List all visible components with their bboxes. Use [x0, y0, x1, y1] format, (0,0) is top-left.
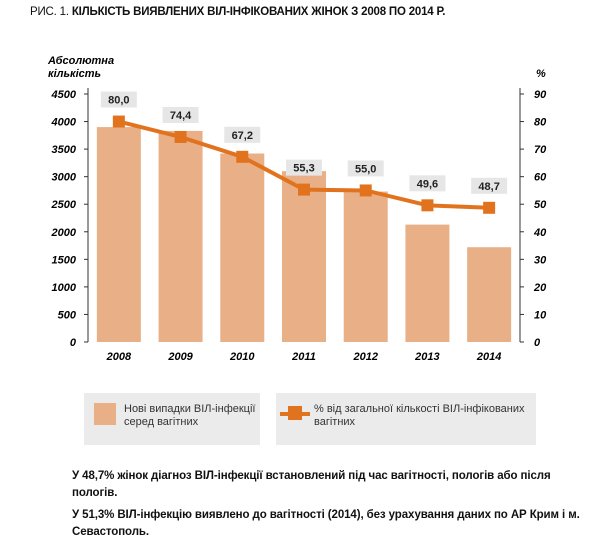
y2-tick-label: 10	[534, 309, 547, 321]
data-label-bg	[162, 106, 199, 123]
line-marker-2009	[174, 130, 187, 143]
y-axis-title-line1: Абсолютна	[47, 55, 114, 67]
data-label-2012: 55,0	[355, 163, 376, 175]
y-tick-label: 500	[58, 309, 77, 321]
line-marker-2014	[483, 201, 496, 214]
legend-line-swatch	[280, 403, 310, 425]
legend-bar-label: Нові випадки ВІЛ-інфекції серед вагітних	[124, 403, 256, 428]
data-label-bg	[100, 91, 137, 108]
y2-tick-label: 30	[534, 254, 547, 266]
note-1: У 48,7% жінок діагноз ВІЛ-інфекції встан…	[72, 470, 551, 499]
x-tick-label: 2008	[106, 351, 132, 363]
data-label-2010: 67,2	[232, 130, 253, 142]
y-axis-title-line2: кількість	[48, 68, 101, 80]
bar-2013	[405, 224, 450, 342]
bar-2014	[467, 247, 512, 342]
y-tick-label: 1000	[52, 282, 77, 294]
y2-tick-label: 20	[533, 282, 547, 294]
legend-bar-swatch	[94, 403, 116, 425]
y2-tick-label: 40	[533, 227, 547, 239]
y-tick-label: 3500	[52, 144, 77, 156]
data-label-bg	[409, 175, 446, 192]
legend-item-line: % від загальної кількості ВІЛ-інфіковани…	[276, 393, 536, 445]
data-label-2014: 48,7	[478, 181, 499, 193]
legend-line-label: % від загальної кількості ВІЛ-інфіковани…	[314, 403, 525, 428]
bar-2009	[158, 130, 203, 342]
figure-title-text: КІЛЬКІСТЬ ВИЯВЛЕНИХ ВІЛ-ІНФІКОВАНИХ ЖІНО…	[71, 6, 446, 18]
note-2: У 51,3% ВІЛ-інфекцію виявлено до вагітно…	[72, 509, 580, 538]
line-marker-2010	[236, 150, 249, 163]
data-label-2009: 74,4	[170, 110, 192, 122]
data-label-2011: 55,3	[293, 163, 314, 175]
line-marker-2012	[359, 184, 372, 197]
line-marker-2008	[112, 115, 125, 128]
data-label-bg	[471, 177, 508, 194]
y2-tick-label: 0	[534, 337, 541, 349]
y-tick-label: 4500	[51, 89, 77, 101]
x-tick-label: 2010	[229, 351, 255, 363]
bar-2012	[343, 191, 388, 342]
bar-2008	[96, 127, 141, 342]
y2-tick-label: 50	[534, 199, 547, 211]
x-tick-label: 2012	[352, 351, 377, 363]
y-tick-label: 2000	[51, 227, 77, 239]
data-label-bg	[347, 160, 384, 177]
y2-tick-label: 90	[534, 89, 547, 101]
data-label-bg	[224, 126, 261, 143]
y-tick-label: 1500	[52, 254, 77, 266]
y-tick-label: 0	[70, 337, 77, 349]
y2-axis-title: %	[536, 68, 546, 80]
y-tick-label: 2500	[51, 199, 77, 211]
bar-2011	[282, 171, 326, 342]
legend-item-bars: Нові випадки ВІЛ-інфекції серед вагітних	[84, 393, 260, 445]
y2-tick-label: 70	[534, 144, 547, 156]
x-tick-label: 2014	[476, 351, 501, 363]
figure-title: РИС. 1. КІЛЬКІСТЬ ВИЯВЛЕНИХ ВІЛ-ІНФІКОВА…	[30, 6, 445, 18]
x-tick-label: 2011	[291, 351, 316, 363]
x-tick-label: 2013	[414, 351, 439, 363]
y2-tick-label: 60	[534, 172, 547, 184]
figure-number: РИС. 1.	[30, 6, 69, 18]
line-marker-2013	[421, 199, 434, 212]
y2-tick-label: 80	[534, 117, 547, 129]
x-tick-label: 2009	[167, 351, 193, 363]
data-label-2013: 49,6	[417, 178, 438, 190]
data-label-2008: 80,0	[108, 95, 129, 107]
y-tick-label: 3000	[52, 172, 77, 184]
line-marker-2011	[298, 183, 310, 196]
y-tick-label: 4000	[51, 117, 77, 129]
data-label-bg	[286, 159, 322, 176]
bar-2010	[220, 153, 265, 342]
